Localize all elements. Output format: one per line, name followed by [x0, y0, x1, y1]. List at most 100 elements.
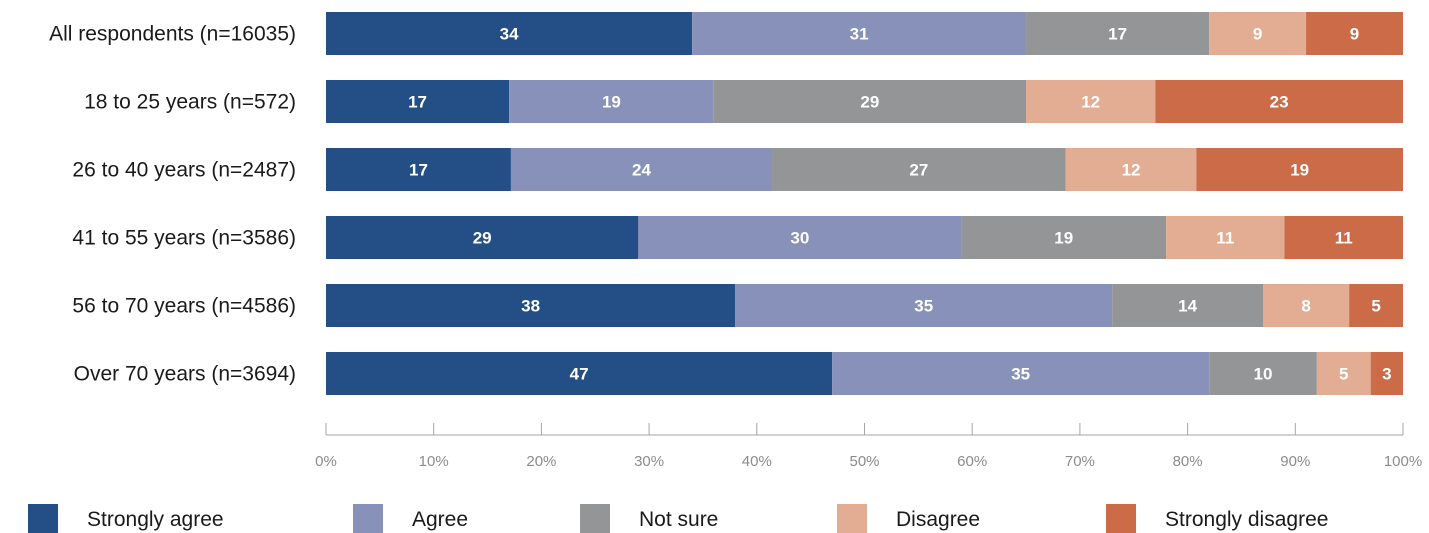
- data-label: 5: [1371, 297, 1380, 316]
- bar-segment-not-sure: [1112, 284, 1263, 327]
- bar-segment-not-sure: [1209, 352, 1317, 395]
- legend-swatch: [837, 504, 867, 533]
- data-label: 14: [1178, 297, 1197, 316]
- data-label: 17: [408, 93, 427, 112]
- bar-segment-agree: [638, 216, 962, 259]
- data-label: 29: [860, 93, 879, 112]
- bar-segment-agree: [510, 148, 773, 191]
- data-label: 47: [570, 365, 589, 384]
- category-label: 18 to 25 years (n=572): [84, 91, 296, 114]
- bar-row: 17 19 29 12 23: [326, 80, 1403, 123]
- bar-segment-disagree: [1065, 148, 1197, 191]
- x-tick-label: 70%: [1065, 453, 1095, 470]
- bar-segment-disagree: [1166, 216, 1285, 259]
- data-label: 17: [409, 161, 428, 180]
- x-tick-label: 80%: [1173, 453, 1203, 470]
- bar-segment-agree: [692, 12, 1027, 55]
- bar-segment-strongly-disagree: [1349, 284, 1403, 327]
- bar-segment-strongly-disagree: [1370, 352, 1403, 395]
- legend-label: Not sure: [639, 508, 718, 531]
- x-tick-label: 0%: [315, 453, 337, 470]
- x-tick-label: 100%: [1384, 453, 1422, 470]
- x-tick-label: 40%: [742, 453, 772, 470]
- data-label: 9: [1350, 25, 1359, 44]
- data-label: 11: [1335, 229, 1353, 248]
- data-label: 19: [1290, 161, 1309, 180]
- bar-segment-not-sure: [713, 80, 1027, 123]
- data-label: 9: [1253, 25, 1262, 44]
- legend-label: Strongly agree: [87, 508, 224, 531]
- bar-segment-agree: [832, 352, 1210, 395]
- bar-segment-strongly-agree: [326, 80, 510, 123]
- data-label: 38: [521, 297, 540, 316]
- data-label: 34: [500, 25, 519, 44]
- data-label: 11: [1216, 229, 1234, 248]
- bar-segment-strongly-disagree: [1306, 12, 1403, 55]
- data-label: 8: [1301, 297, 1310, 316]
- bar-segment-strongly-disagree: [1196, 148, 1403, 191]
- data-label: 19: [602, 93, 621, 112]
- bar-row: 29 30 19 11 11: [326, 216, 1403, 259]
- category-label: Over 70 years (n=3694): [74, 363, 296, 386]
- category-labels: All respondents (n=16035) 18 to 25 years …: [49, 23, 296, 386]
- data-label: 35: [1011, 365, 1030, 384]
- bar-segment-strongly-agree: [326, 148, 511, 191]
- bar-segment-not-sure: [961, 216, 1167, 259]
- category-label: 41 to 55 years (n=3586): [72, 227, 296, 250]
- data-label: 3: [1382, 365, 1391, 384]
- bar-segment-not-sure: [772, 148, 1066, 191]
- legend-label: Disagree: [896, 508, 980, 531]
- data-label: 35: [914, 297, 933, 316]
- x-tick-label: 60%: [957, 453, 987, 470]
- data-label: 12: [1081, 93, 1100, 112]
- legend-swatch: [580, 504, 610, 533]
- x-axis: 0% 10% 20% 30% 40% 50% 60% 70% 80% 90% 100%: [315, 423, 1422, 470]
- bar-segment-strongly-disagree: [1155, 80, 1403, 123]
- legend: Strongly agree Agree Not sure Disagree Stron…: [28, 504, 1328, 533]
- bar-segment-strongly-agree: [326, 12, 693, 55]
- data-label: 29: [473, 229, 492, 248]
- data-label: 10: [1254, 365, 1273, 384]
- legend-item-strongly-disagree: Strongly disagree: [1106, 504, 1328, 533]
- legend-item-not-sure: Not sure: [580, 504, 718, 533]
- bar-segment-agree: [509, 80, 714, 123]
- legend-label: Strongly disagree: [1165, 508, 1328, 531]
- bar-row: 17 24 27 12 19: [326, 148, 1403, 191]
- bar-segment-disagree: [1026, 80, 1156, 123]
- legend-item-strongly-agree: Strongly agree: [28, 504, 224, 533]
- data-label: 12: [1122, 161, 1141, 180]
- x-tick-label: 20%: [526, 453, 556, 470]
- data-label: 17: [1108, 25, 1127, 44]
- x-tick-label: 50%: [849, 453, 879, 470]
- x-tick-label: 30%: [634, 453, 664, 470]
- data-label: 27: [909, 161, 928, 180]
- bar-row: 38 35 14 8 5: [326, 284, 1403, 327]
- data-label: 30: [790, 229, 809, 248]
- category-label: 26 to 40 years (n=2487): [72, 159, 296, 182]
- legend-swatch: [353, 504, 383, 533]
- data-label: 23: [1270, 93, 1289, 112]
- legend-item-disagree: Disagree: [837, 504, 980, 533]
- data-label: 5: [1339, 365, 1348, 384]
- bar-segment-disagree: [1262, 284, 1350, 327]
- legend-label: Agree: [412, 508, 468, 531]
- legend-swatch: [1106, 504, 1136, 533]
- x-tick-label: 10%: [419, 453, 449, 470]
- bar-segment-strongly-disagree: [1284, 216, 1403, 259]
- data-label: 24: [632, 161, 651, 180]
- bar-segment-strongly-agree: [326, 216, 639, 259]
- data-label: 19: [1054, 229, 1073, 248]
- bar-segment-agree: [735, 284, 1113, 327]
- legend-swatch: [28, 504, 58, 533]
- legend-item-agree: Agree: [353, 504, 468, 533]
- category-label: All respondents (n=16035): [49, 23, 296, 46]
- bar-segment-strongly-agree: [326, 284, 736, 327]
- bar-segment-disagree: [1316, 352, 1371, 395]
- bar-segment-disagree: [1209, 12, 1307, 55]
- bar-segment-not-sure: [1026, 12, 1210, 55]
- category-label: 56 to 70 years (n=4586): [72, 295, 296, 318]
- bar-segment-strongly-agree: [326, 352, 833, 395]
- x-tick-label: 90%: [1280, 453, 1310, 470]
